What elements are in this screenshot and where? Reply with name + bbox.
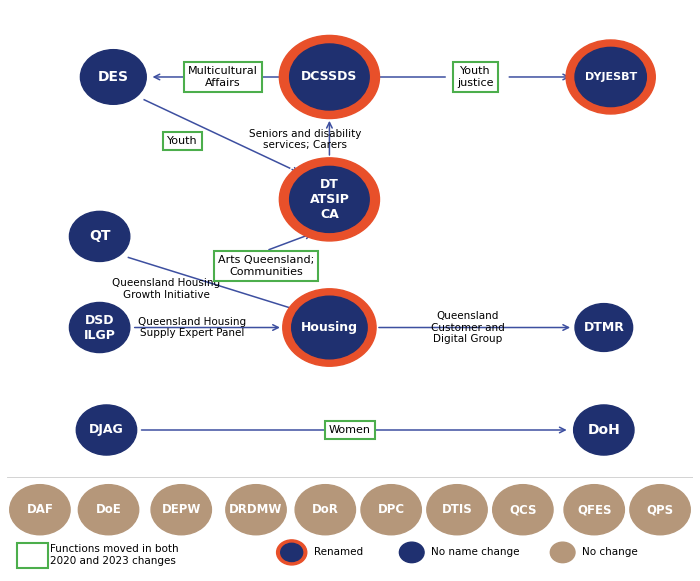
Circle shape xyxy=(290,166,369,232)
Circle shape xyxy=(295,485,356,535)
Text: DYJESBT: DYJESBT xyxy=(584,72,637,82)
Circle shape xyxy=(283,289,376,366)
Circle shape xyxy=(10,485,70,535)
Text: Renamed: Renamed xyxy=(314,547,363,557)
Circle shape xyxy=(276,540,307,565)
Text: Arts Queensland;
Communities: Arts Queensland; Communities xyxy=(218,255,314,277)
Circle shape xyxy=(361,485,421,535)
Circle shape xyxy=(575,304,633,352)
Text: Youth
justice: Youth justice xyxy=(457,66,494,88)
Circle shape xyxy=(400,542,424,562)
Circle shape xyxy=(292,296,367,359)
Circle shape xyxy=(279,35,379,119)
Text: Queensland
Customer and
Digital Group: Queensland Customer and Digital Group xyxy=(431,311,505,344)
Circle shape xyxy=(550,542,575,562)
Text: DTIS: DTIS xyxy=(442,503,472,516)
Text: No name change: No name change xyxy=(431,547,519,557)
Circle shape xyxy=(69,303,130,353)
Text: Multicultural
Affairs: Multicultural Affairs xyxy=(188,66,258,88)
Text: Functions moved in both
2020 and 2023 changes: Functions moved in both 2020 and 2023 ch… xyxy=(50,544,178,566)
Text: DJAG: DJAG xyxy=(89,424,124,436)
Circle shape xyxy=(493,485,553,535)
Circle shape xyxy=(76,405,136,455)
Circle shape xyxy=(279,158,379,241)
Circle shape xyxy=(69,211,130,261)
Text: DoR: DoR xyxy=(312,503,339,516)
Text: QCS: QCS xyxy=(509,503,537,516)
Text: DoE: DoE xyxy=(96,503,121,516)
Circle shape xyxy=(78,485,139,535)
Circle shape xyxy=(80,49,146,105)
Circle shape xyxy=(575,48,646,106)
Text: No change: No change xyxy=(582,547,638,557)
Circle shape xyxy=(281,543,302,561)
Circle shape xyxy=(427,485,487,535)
Text: DTMR: DTMR xyxy=(583,321,624,334)
Text: DES: DES xyxy=(98,70,129,84)
Text: QT: QT xyxy=(89,229,111,243)
Circle shape xyxy=(564,485,624,535)
Circle shape xyxy=(151,485,211,535)
Text: Youth: Youth xyxy=(167,136,198,146)
Circle shape xyxy=(573,405,634,455)
Circle shape xyxy=(630,485,690,535)
Text: DEPW: DEPW xyxy=(162,503,201,516)
Text: DSD
ILGP: DSD ILGP xyxy=(84,314,116,342)
FancyBboxPatch shape xyxy=(18,543,48,568)
Text: QFES: QFES xyxy=(577,503,612,516)
Text: DRDMW: DRDMW xyxy=(230,503,283,516)
Text: QPS: QPS xyxy=(647,503,673,516)
Text: Queensland Housing
Supply Expert Panel: Queensland Housing Supply Expert Panel xyxy=(138,317,246,338)
Text: DAF: DAF xyxy=(27,503,53,516)
Text: Seniors and disability
services; Carers: Seniors and disability services; Carers xyxy=(249,129,362,150)
Text: Housing: Housing xyxy=(301,321,358,334)
Text: DT
ATSIP
CA: DT ATSIP CA xyxy=(309,178,349,221)
Text: DoH: DoH xyxy=(587,423,620,437)
Circle shape xyxy=(566,40,655,114)
Circle shape xyxy=(226,485,286,535)
Text: DCSSDS: DCSSDS xyxy=(301,70,358,84)
Text: Women: Women xyxy=(329,425,371,435)
Text: DPC: DPC xyxy=(377,503,405,516)
Circle shape xyxy=(290,44,369,110)
Text: Queensland Housing
Growth Initiative: Queensland Housing Growth Initiative xyxy=(112,278,220,300)
